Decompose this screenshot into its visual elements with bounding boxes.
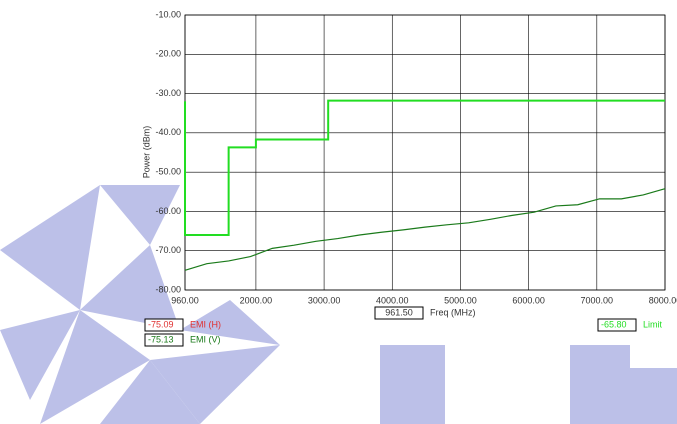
x-tick-label: 3000.00 [308, 295, 341, 305]
x-tick-label: 2000.00 [240, 295, 273, 305]
y-tick-label: -80.00 [155, 284, 181, 294]
readout-box [597, 318, 637, 332]
readout-value: -75.13 [148, 334, 174, 344]
readout-value: -75.09 [148, 319, 174, 329]
readout-label: EMI (V) [190, 334, 221, 344]
plot-area [184, 14, 666, 291]
series-line [184, 99, 665, 236]
y-tick-label: -60.00 [155, 206, 181, 216]
watermark-shape [80, 245, 180, 330]
readout-box [144, 333, 184, 347]
x-tick-label: 5000.00 [444, 295, 477, 305]
watermark-shape [0, 185, 100, 310]
watermark-shape [380, 345, 445, 424]
y-tick-label: -20.00 [155, 49, 181, 59]
y-tick-label: -40.00 [155, 127, 181, 137]
x-tick-label: 8000.00 [649, 295, 677, 305]
y-tick-label: -10.00 [155, 9, 181, 19]
cursor-box [374, 306, 424, 320]
y-tick-label: -30.00 [155, 88, 181, 98]
x-axis-label: Freq (MHz) [430, 307, 476, 317]
x-tick-label: 7000.00 [581, 295, 614, 305]
readout-label: Limit [643, 319, 663, 329]
cursor-freq: 961.50 [385, 307, 413, 317]
watermark-shape [100, 185, 180, 245]
x-tick-label: 960.00 [171, 295, 199, 305]
y-axis-label: Power (dBm) [141, 126, 151, 179]
x-tick-label: 6000.00 [512, 295, 545, 305]
x-tick-label: 4000.00 [376, 295, 409, 305]
y-tick-label: -70.00 [155, 245, 181, 255]
readout-value: -65.80 [601, 319, 627, 329]
watermark-shape [100, 360, 200, 424]
watermark [0, 185, 677, 424]
readout-label: EMI (H) [190, 319, 221, 329]
watermark-shape [150, 345, 280, 424]
watermark-shape [180, 300, 280, 345]
watermark-shape [40, 310, 150, 424]
watermark-shape [570, 345, 677, 424]
watermark-shape [0, 310, 80, 400]
series-line [184, 188, 666, 271]
readout-box [144, 318, 184, 332]
y-tick-label: -50.00 [155, 167, 181, 177]
